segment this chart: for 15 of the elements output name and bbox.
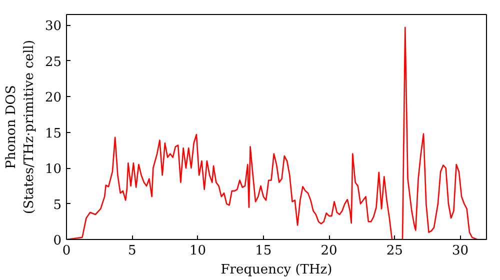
y-tick-label: 5 — [53, 198, 62, 213]
y-tick-label: 10 — [44, 162, 62, 178]
y-tick-label: 25 — [44, 54, 62, 70]
x-tick-label: 15 — [255, 244, 272, 258]
x-axis-title: Frequency (THz) — [220, 262, 332, 278]
y-tick-label: 15 — [44, 126, 62, 142]
x-tick-label: 20 — [320, 244, 338, 258]
x-tick-label: 10 — [189, 244, 206, 258]
y-tick-label: 30 — [44, 19, 62, 34]
y-tick-label: 0 — [53, 234, 62, 248]
y-axis-title: Phonon DOS (States/THz·primitive cell) — [4, 40, 37, 214]
x-tick-label: 30 — [452, 244, 469, 258]
y-tick-label: 20 — [44, 90, 62, 106]
x-tick-label: 25 — [386, 244, 403, 258]
x-tick-label: 5 — [128, 244, 136, 258]
